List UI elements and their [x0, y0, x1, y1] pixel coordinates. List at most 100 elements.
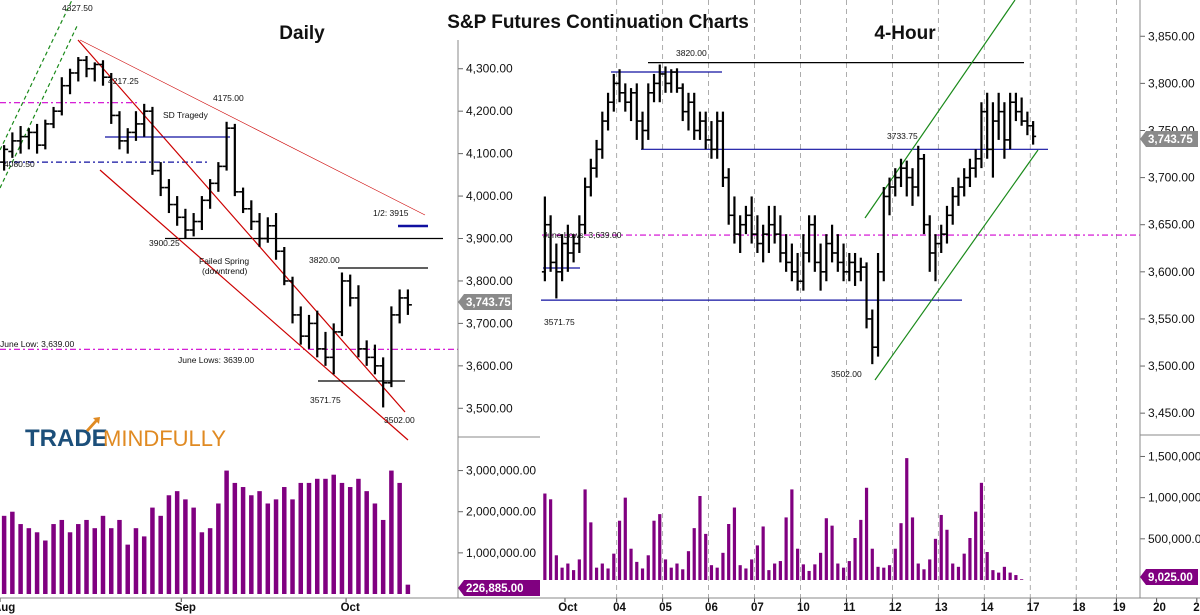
- volume-bar: [663, 559, 668, 580]
- x-tick-label: Oct: [558, 602, 577, 614]
- ohlc-bar: [806, 215, 813, 263]
- volume-bar: [629, 548, 633, 580]
- ohlc-bar: [622, 83, 629, 112]
- volume-bar: [899, 523, 903, 580]
- volume-bar: [380, 519, 386, 594]
- ohlc-bar: [610, 73, 617, 112]
- ohlc-bar: [222, 121, 231, 171]
- ohlc-bar: [57, 77, 66, 116]
- ohlc-bar: [800, 234, 807, 291]
- volume-bar: [853, 538, 857, 580]
- volume-bar: [893, 548, 897, 580]
- volume-bar: [67, 532, 73, 594]
- volume-bar: [26, 528, 32, 594]
- volume-bar: [158, 515, 163, 594]
- ohlc-bar: [616, 69, 623, 103]
- volume-bar: [876, 566, 880, 580]
- red-channel-upper: [77, 39, 406, 413]
- y-tick-label: 3,500.00: [1148, 359, 1195, 373]
- ohlc-bar: [379, 357, 388, 408]
- hour-last-price: 3,743.75: [1148, 134, 1193, 146]
- daily-price-bars: [0, 56, 412, 408]
- ohlc-bar: [593, 139, 600, 178]
- ohlc-bar: [961, 168, 968, 197]
- ann-h-3733: 3733.75: [887, 131, 918, 141]
- volume-bar: [1008, 572, 1012, 580]
- ohlc-bar: [989, 102, 996, 178]
- volume-bar: [997, 572, 1001, 580]
- volume-bar: [704, 533, 708, 580]
- volume-bar: [905, 458, 909, 580]
- red-channel-lower: [99, 169, 409, 441]
- volume-bar: [543, 493, 547, 580]
- ohlc-bar: [90, 62, 99, 82]
- volume-bar: [744, 568, 748, 580]
- y-tick-label: 3,700.00: [466, 316, 513, 330]
- volume-bar: [836, 563, 840, 580]
- volume-bar: [1002, 566, 1007, 580]
- volume-bar: [939, 514, 943, 580]
- volume-bar: [331, 474, 336, 594]
- volume-bar: [985, 552, 989, 580]
- ohlc-bar: [725, 168, 732, 225]
- ohlc-bar: [920, 154, 927, 235]
- ohlc-bar: [0, 145, 9, 171]
- ohlc-bar: [263, 217, 272, 243]
- x-tick-label: 18: [1073, 602, 1086, 614]
- ohlc-bar: [765, 205, 772, 253]
- ohlc-bar: [984, 92, 991, 159]
- ohlc-bar: [403, 289, 412, 315]
- ohlc-bar: [978, 102, 985, 169]
- ohlc-bar: [645, 83, 652, 140]
- y-tick-label: 4,000.00: [466, 189, 513, 203]
- ann-4175: 4175.00: [213, 93, 244, 103]
- volume-bar: [933, 538, 938, 580]
- volume-bar: [125, 544, 130, 594]
- logo-trade: TRADE: [25, 425, 108, 452]
- volume-bar: [1, 515, 7, 594]
- volume-bar: [738, 565, 742, 580]
- volume-bar: [191, 507, 196, 594]
- volume-bar: [224, 470, 229, 594]
- volume-bar: [652, 520, 656, 580]
- ohlc-bar: [288, 276, 297, 324]
- daily-last-price-tag: 3,743.75: [458, 294, 512, 310]
- volume-bar: [698, 496, 702, 580]
- volume-bar: [389, 470, 394, 594]
- volume-bar: [841, 567, 846, 580]
- x-tick-label: 10: [797, 602, 810, 614]
- ohlc-bar: [164, 179, 173, 214]
- ohlc-bar: [346, 274, 355, 307]
- ohlc-bar: [74, 57, 83, 82]
- ohlc-bar: [875, 252, 882, 357]
- ohlc-bar: [708, 121, 715, 159]
- daily-volume-bars: [1, 470, 411, 594]
- volume-bar: [956, 566, 961, 580]
- ohlc-bar: [915, 145, 922, 197]
- x-tick-label: 13: [935, 602, 948, 614]
- ohlc-bar: [857, 257, 864, 282]
- ohlc-bar: [949, 187, 956, 225]
- y-tick-label: 4,200.00: [466, 104, 513, 118]
- ann-downtrend: (downtrend): [202, 266, 248, 276]
- hour-volume-bars: [543, 458, 1024, 580]
- hour-title: 4-Hour: [874, 23, 936, 44]
- ohlc-bar: [840, 243, 847, 282]
- volume-bar: [207, 528, 213, 594]
- volume-bar: [1014, 575, 1018, 580]
- volume-bar: [801, 564, 805, 580]
- volume-bar: [583, 489, 587, 580]
- y-tick-label: 3,600.00: [1148, 265, 1195, 279]
- main-title: S&P Futures Continuation Charts: [447, 12, 749, 33]
- x-tick-label: 17: [1027, 602, 1040, 614]
- volume-bar: [922, 569, 926, 580]
- ohlc-bar: [656, 64, 663, 103]
- volume-bar: [594, 567, 599, 580]
- volume-bar: [916, 563, 920, 580]
- ohlc-bar: [932, 234, 939, 282]
- ann-june-low: June Low: 3,639.00: [0, 339, 74, 349]
- ohlc-bar: [313, 310, 322, 358]
- ohlc-bar: [892, 168, 899, 197]
- ohlc-bar: [148, 106, 157, 175]
- ohlc-bar: [8, 132, 17, 158]
